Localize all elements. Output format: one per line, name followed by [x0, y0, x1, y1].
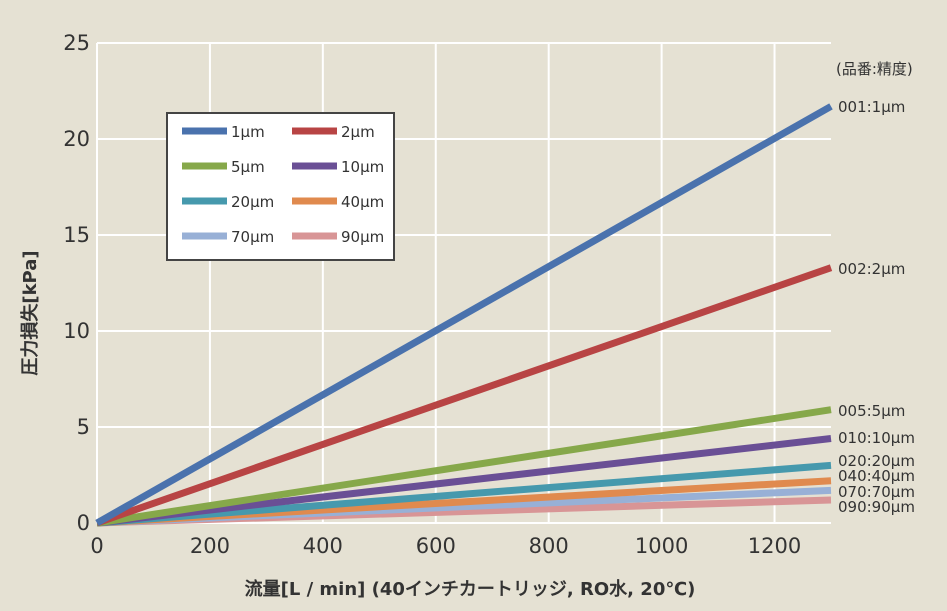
end-label-4: 010:10μm — [838, 429, 915, 447]
legend-label-2: 2μm — [341, 123, 375, 141]
x-axis-title: 流量[L / min] (40インチカートリッジ, RO水, 20℃) — [245, 578, 696, 600]
legend-label-6: 40μm — [341, 193, 384, 211]
legend-label-3: 5μm — [231, 158, 265, 176]
x-tick-label: 800 — [529, 534, 569, 558]
y-tick-label: 20 — [63, 127, 90, 151]
y-axis-title: 圧力損失[kPa] — [19, 250, 41, 375]
x-tick-label: 1200 — [748, 534, 801, 558]
x-tick-label: 0 — [90, 534, 103, 558]
legend-label-4: 10μm — [341, 158, 384, 176]
x-tick-label: 400 — [303, 534, 343, 558]
legend-label-1: 1μm — [231, 123, 265, 141]
x-tick-label: 1000 — [635, 534, 688, 558]
x-tick-label: 600 — [416, 534, 456, 558]
end-label-8: 090:90μm — [838, 498, 915, 516]
end-label-3: 005:5μm — [838, 402, 905, 420]
y-tick-label: 0 — [77, 511, 90, 535]
end-label-1: 001:1μm — [838, 98, 905, 116]
legend-label-5: 20μm — [231, 193, 274, 211]
y-tick-label: 10 — [63, 319, 90, 343]
end-label-header: (品番:精度) — [836, 60, 913, 78]
x-tick-label: 200 — [190, 534, 230, 558]
y-tick-label: 15 — [63, 223, 90, 247]
end-labels: (品番:精度) 001:1μm002:2μm005:5μm010:10μm020… — [836, 60, 915, 516]
y-tick-label: 5 — [77, 415, 90, 439]
legend: 1μm 2μm 5μm 10μm 20μm 40μm 70μm 90μm — [167, 113, 394, 260]
legend-label-8: 90μm — [341, 228, 384, 246]
end-label-2: 002:2μm — [838, 260, 905, 278]
legend-label-7: 70μm — [231, 228, 274, 246]
y-tick-label: 25 — [63, 31, 90, 55]
